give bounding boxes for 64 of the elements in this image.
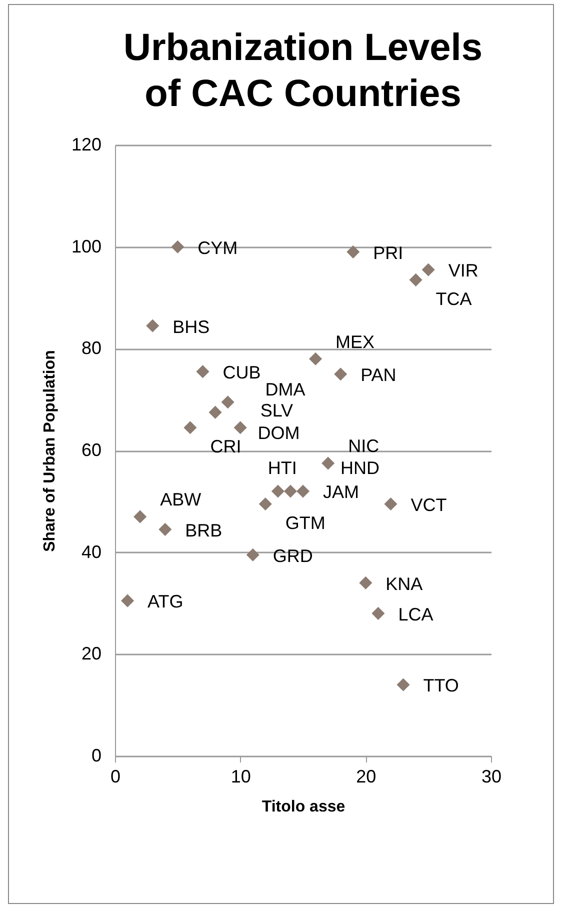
point xyxy=(196,365,210,378)
point xyxy=(134,510,147,524)
annotation: CUB xyxy=(222,362,261,383)
point xyxy=(409,273,422,286)
point xyxy=(296,484,310,498)
annotation: PRI xyxy=(373,242,404,263)
point xyxy=(246,548,260,562)
annotation: GTM xyxy=(285,512,326,533)
annotation: VCT xyxy=(410,494,447,515)
point xyxy=(372,606,385,620)
annotation: PAN xyxy=(360,365,396,386)
point xyxy=(309,352,322,366)
x-tick-label: 10 xyxy=(230,766,251,786)
point xyxy=(146,319,160,332)
annotation: HTI xyxy=(268,458,297,478)
y-axis-title: Share of Urban Population xyxy=(41,350,58,552)
point xyxy=(284,484,297,498)
y-tick-label: 40 xyxy=(81,542,102,562)
y-tick-label: 20 xyxy=(81,644,102,664)
point xyxy=(396,678,410,692)
point xyxy=(184,421,197,434)
point xyxy=(359,576,372,590)
annotation: BHS xyxy=(172,316,210,337)
annotation: TTO xyxy=(423,676,459,696)
point xyxy=(234,421,247,434)
annotation: MEX xyxy=(336,332,375,352)
annotation: DMA xyxy=(265,379,306,400)
annotation: VIR xyxy=(448,260,478,281)
annotation: SLV xyxy=(260,400,294,421)
x-tick-label: 20 xyxy=(356,766,376,786)
y-tick-label: 100 xyxy=(71,236,102,256)
y-tick-label: 120 xyxy=(71,134,102,154)
x-axis-title: Titolo asse xyxy=(262,798,346,816)
annotation: KNA xyxy=(386,574,423,594)
point xyxy=(258,497,272,510)
annotation: CYM xyxy=(198,238,238,258)
point xyxy=(271,484,284,498)
point xyxy=(334,368,348,381)
annotation: HND xyxy=(340,458,380,478)
annotation: ATG xyxy=(148,592,184,612)
annotation: LCA xyxy=(398,604,434,624)
annotation: GRD xyxy=(272,546,313,566)
point xyxy=(158,522,172,536)
y-tick-label: 0 xyxy=(91,746,102,766)
point xyxy=(221,396,234,409)
x-tick-label: 0 xyxy=(110,766,121,786)
annotation: ABW xyxy=(160,490,202,510)
y-tick-label: 80 xyxy=(81,338,102,358)
point xyxy=(384,497,398,510)
chart-title: Urbanization Levels of CAC Countries xyxy=(124,27,482,115)
point xyxy=(422,263,435,276)
point xyxy=(208,406,222,419)
point xyxy=(121,594,134,608)
annotation: CRI xyxy=(210,436,242,457)
annotation: BRB xyxy=(185,520,222,540)
point xyxy=(322,456,335,470)
annotation: TCA xyxy=(436,288,472,309)
x-tick-label: 30 xyxy=(481,766,502,786)
annotation: JAM xyxy=(323,482,359,502)
annotation: DOM xyxy=(258,423,300,444)
point xyxy=(171,240,184,254)
point xyxy=(346,245,360,258)
annotation: NIC xyxy=(348,436,380,456)
y-tick-label: 60 xyxy=(81,440,102,460)
